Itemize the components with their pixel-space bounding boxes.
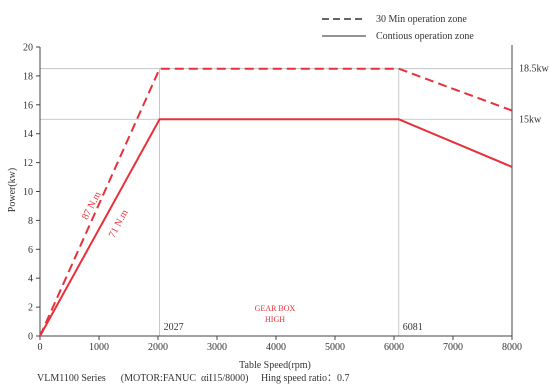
y-tick-label-8: 16 bbox=[23, 100, 33, 111]
reference-labels: 18.5kw 15kw 2027 6081 bbox=[164, 64, 549, 333]
x-tick-label-3: 3000 bbox=[207, 342, 227, 353]
legend-label-30min: 30 Min operation zone bbox=[376, 14, 467, 25]
footer-caption: VLM1100 Series (MOTOR:FANUC αiI15/8000) … bbox=[37, 373, 350, 384]
series-line-continuous bbox=[39, 118, 513, 337]
ref-hline-label-0: 18.5kw bbox=[519, 64, 549, 75]
x-axis-title: Table Speed(rpm) bbox=[239, 360, 311, 371]
series-line-30min bbox=[39, 67, 513, 337]
y-tick-label-7: 14 bbox=[23, 129, 33, 140]
series-lines bbox=[39, 67, 513, 337]
x-tick-label-0: 0 bbox=[38, 342, 43, 353]
y-tick-label-10: 20 bbox=[23, 43, 33, 54]
ref-vline-label-0: 2027 bbox=[164, 322, 184, 333]
x-tick-label-7: 7000 bbox=[443, 342, 463, 353]
ref-hline-label-1: 15kw bbox=[519, 114, 542, 125]
series-label-71nm: 71 N.m bbox=[107, 208, 131, 240]
y-tick-label-6: 12 bbox=[23, 158, 33, 169]
x-tick-label-5: 5000 bbox=[325, 342, 345, 353]
x-tick-label-6: 6000 bbox=[384, 342, 404, 353]
axes bbox=[39, 45, 513, 337]
y-tick-label-2: 4 bbox=[28, 274, 33, 285]
x-tick-label-8: 8000 bbox=[502, 342, 522, 353]
y-tick-label-1: 2 bbox=[28, 303, 33, 314]
legend: 30 Min operation zone Contious operation… bbox=[322, 14, 474, 42]
reference-lines bbox=[40, 68, 512, 336]
y-tick-label-4: 8 bbox=[28, 216, 33, 227]
x-axis-ticks: 0 1000 2000 3000 4000 5000 6000 7000 8000 bbox=[38, 336, 522, 353]
y-axis-title: Power(kw) bbox=[7, 168, 18, 212]
annotation-high: HIGH bbox=[265, 315, 285, 324]
legend-label-continuous: Contious operation zone bbox=[376, 31, 474, 42]
ref-vline-label-1: 6081 bbox=[403, 322, 423, 333]
series-label-87nm: 87 N.m bbox=[80, 190, 104, 222]
x-tick-label-4: 4000 bbox=[266, 342, 286, 353]
y-tick-label-5: 10 bbox=[23, 187, 33, 198]
y-axis-ticks: 0 2 4 6 8 10 12 14 16 18 20 bbox=[23, 43, 40, 343]
y-tick-label-3: 6 bbox=[28, 245, 33, 256]
y-tick-label-0: 0 bbox=[28, 332, 33, 343]
x-tick-label-1: 1000 bbox=[89, 342, 109, 353]
annotation-gear-box: GEAR BOX bbox=[255, 304, 296, 313]
x-tick-label-2: 2000 bbox=[148, 342, 168, 353]
y-tick-label-9: 18 bbox=[23, 71, 33, 82]
